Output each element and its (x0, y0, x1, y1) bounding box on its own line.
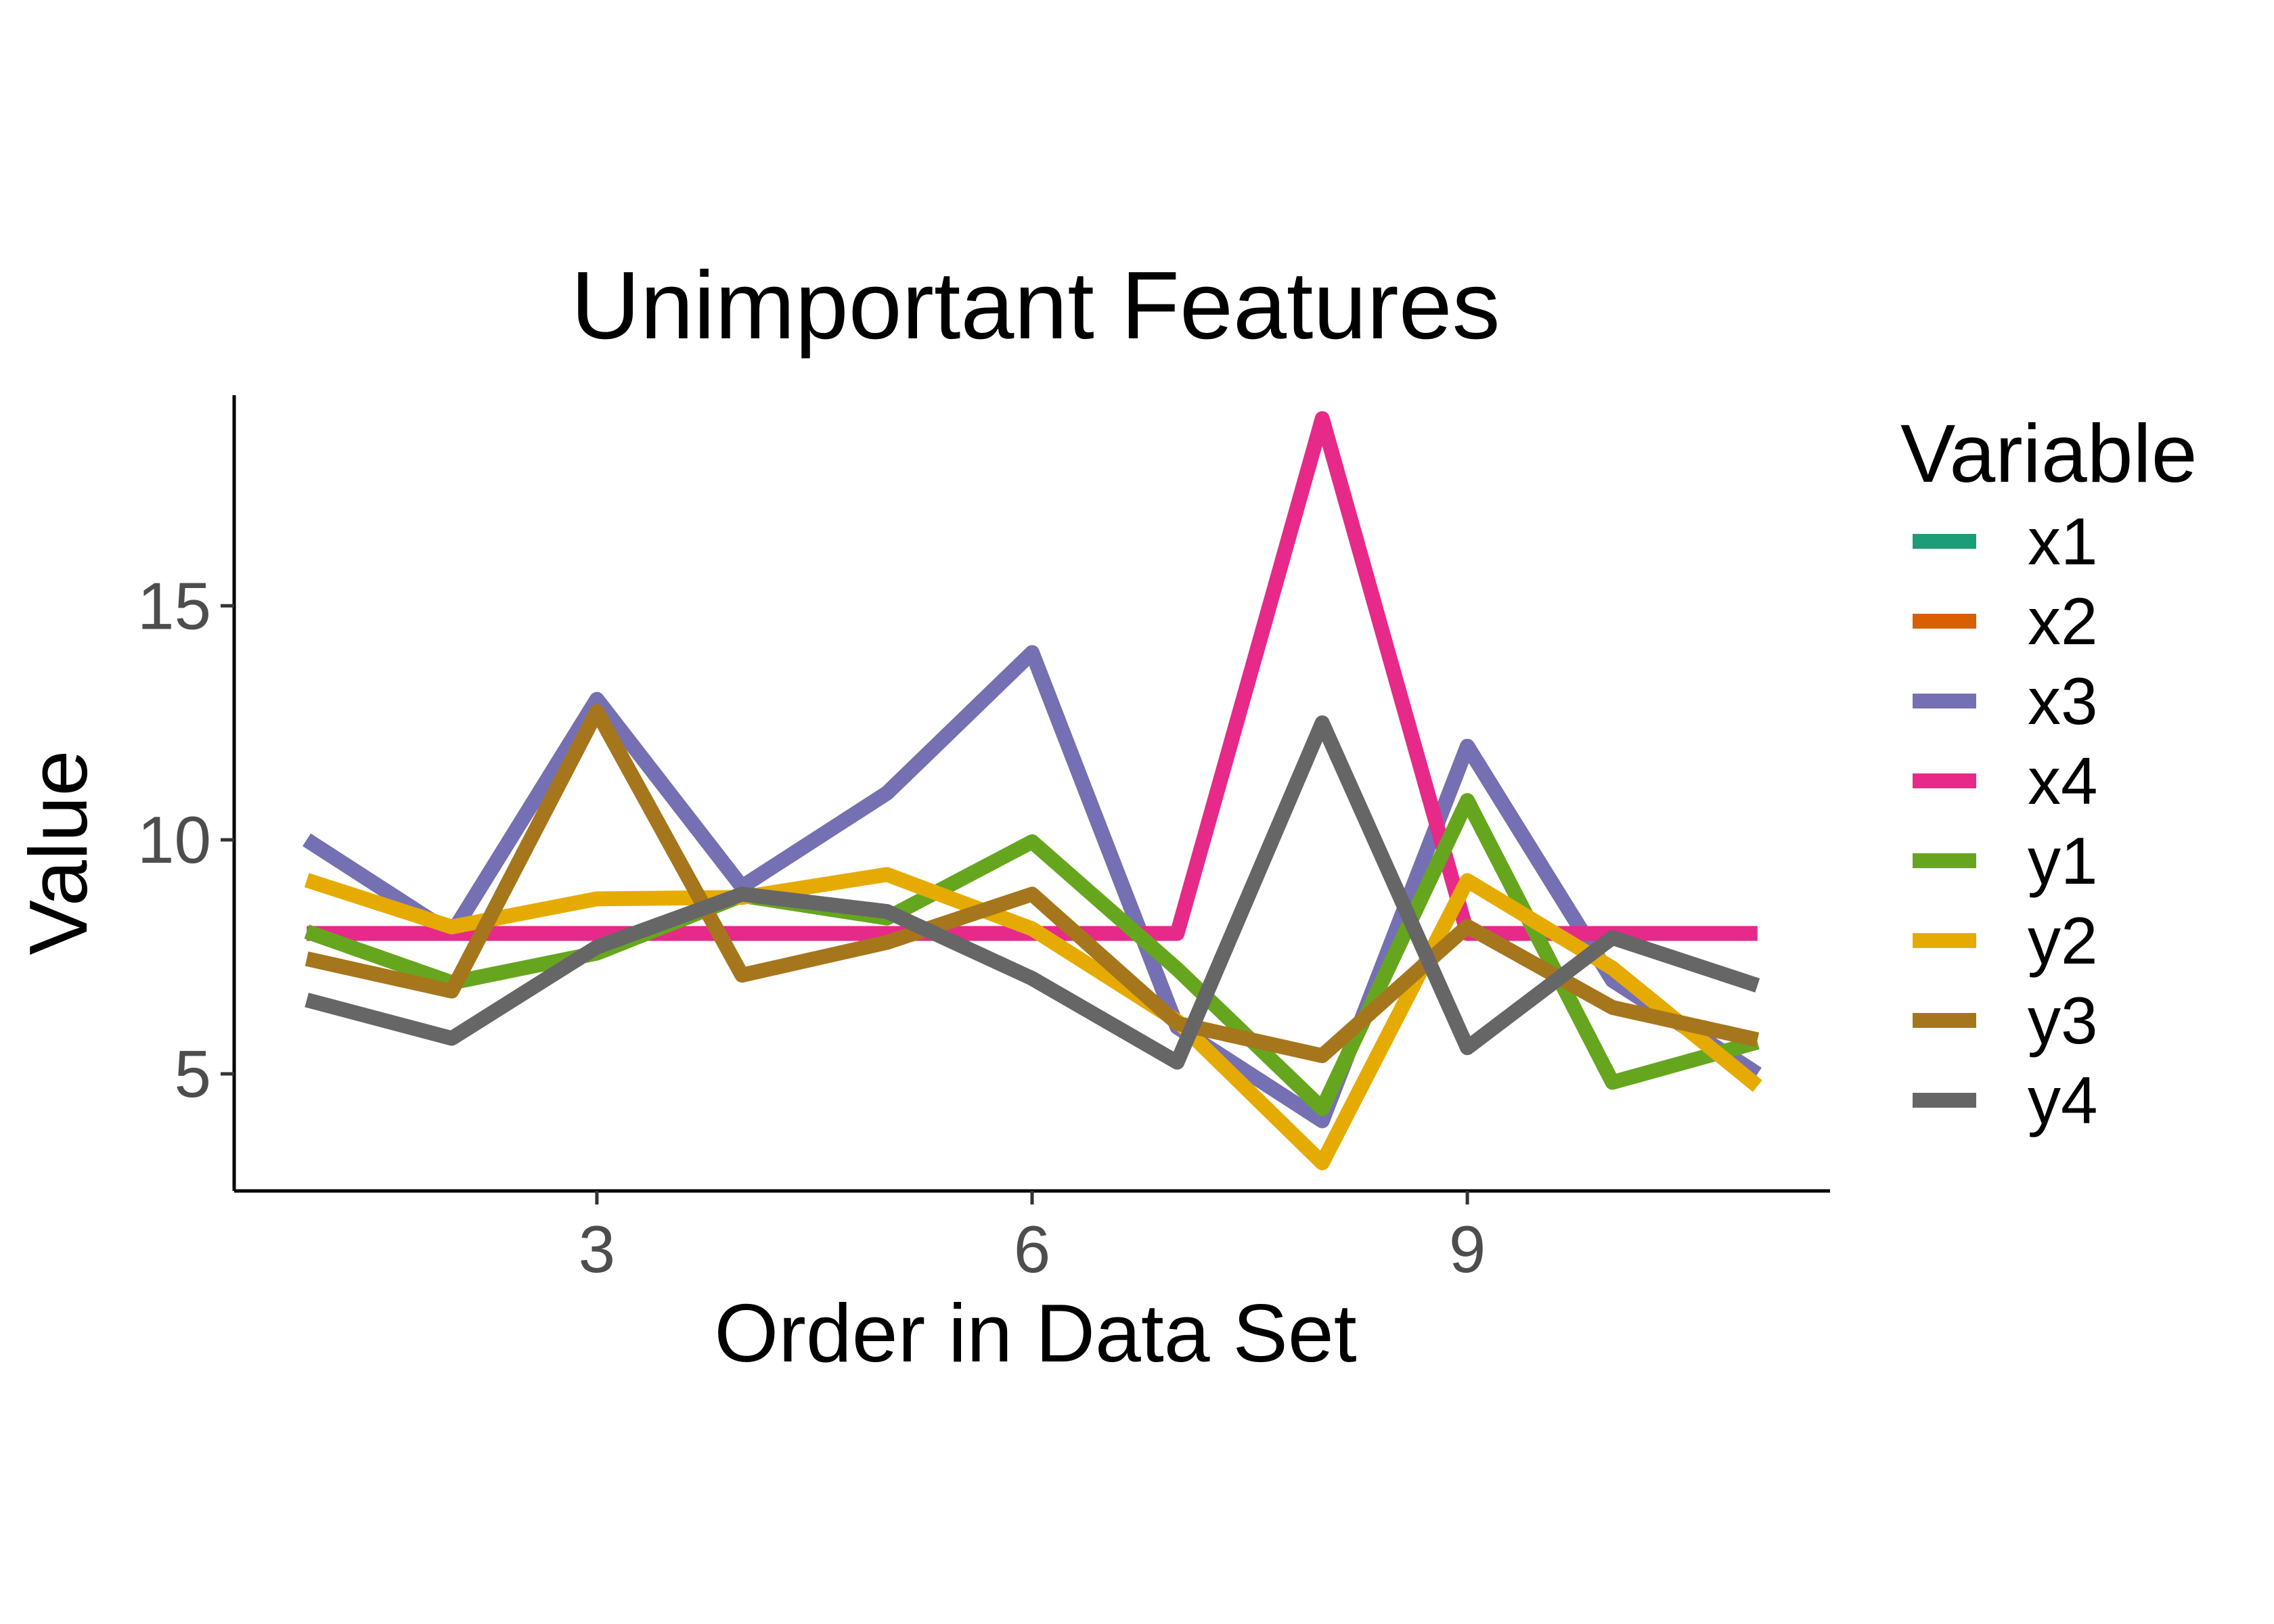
y-tick-label: 10 (137, 803, 211, 877)
x-tick-label: 3 (579, 1212, 616, 1286)
y-tick-label: 15 (137, 568, 211, 643)
legend-label-y2: y2 (2028, 903, 2098, 978)
series-line-y3 (305, 704, 1760, 1064)
legend-label-x2: x2 (2028, 584, 2098, 658)
y-axis-ticks: 5 10 15 (137, 568, 234, 1111)
series-line-x3 (303, 645, 1762, 1129)
legend-label-y1: y1 (2028, 824, 2098, 898)
x-tick-label: 9 (1449, 1212, 1486, 1286)
x-axis-label: Order in Data Set (714, 1287, 1356, 1379)
x-tick-label: 6 (1014, 1212, 1051, 1286)
series-line-y1 (304, 793, 1760, 1116)
y-tick-label: 5 (174, 1037, 211, 1111)
legend-label-x4: x4 (2028, 744, 2098, 818)
series-line-y2 (304, 867, 1762, 1171)
legend-title: Variable (1900, 407, 2198, 499)
legend-label-y4: y4 (2028, 1063, 2098, 1137)
series-line-y4 (305, 715, 1760, 1070)
legend-label-x3: x3 (2028, 664, 2098, 738)
legend-label-x1: x1 (2028, 504, 2098, 579)
chart-title: Unimportant Features (571, 252, 1500, 359)
x-axis-ticks: 3 6 9 (579, 1191, 1486, 1286)
y-axis-label: Value (12, 750, 104, 955)
plot-lines (303, 411, 1762, 1171)
legend-label-y3: y3 (2028, 983, 2098, 1058)
